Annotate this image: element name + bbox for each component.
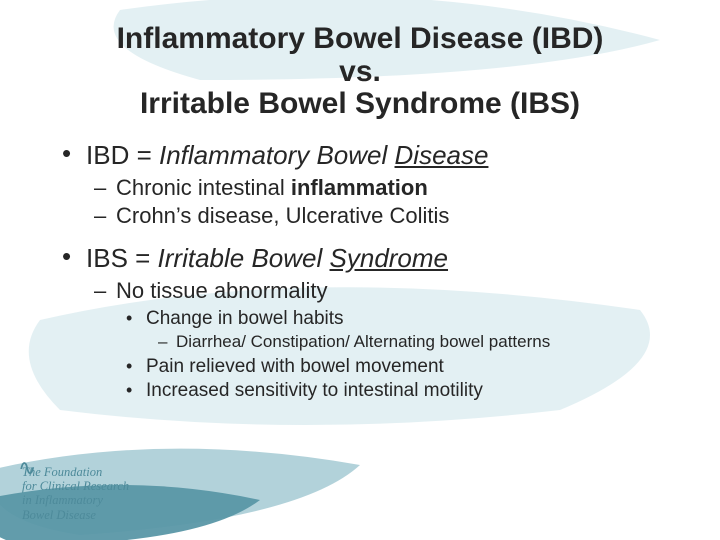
title-vs: vs. [40,55,680,90]
slide-title: Inflammatory Bowel Disease (IBD) vs. Irr… [40,22,680,122]
bullet-ibs: IBS = Irritable Bowel Syndrome No tissue… [86,243,680,402]
footer-line-4: Bowel Disease [22,508,129,522]
ibd-sub-1: Chronic intestinal inflammation [116,175,680,201]
ibs-sub-1a-i: Diarrhea/ Constipation/ Alternating bowe… [176,332,680,352]
ibs-sub-1: No tissue abnormality Change in bowel ha… [116,278,680,402]
ibs-sub-1c: Increased sensitivity to intestinal moti… [146,380,680,402]
slide-content: Inflammatory Bowel Disease (IBD) vs. Irr… [0,0,720,402]
ibs-sub-1b: Pain relieved with bowel movement [146,356,680,378]
ibd-sublist: Chronic intestinal inflammation Crohn’s … [86,175,680,229]
ibs-sub-1a: Change in bowel habits Diarrhea/ Constip… [146,308,680,352]
footer-line-2: for Clinical Research [22,479,129,493]
bullet-ibs-text: IBS = Irritable Bowel Syndrome [86,243,448,273]
footer-line-3: in Inflammatory [22,493,129,507]
title-line-1: Inflammatory Bowel Disease (IBD) [40,22,680,57]
ibd-sub-2: Crohn’s disease, Ulcerative Colitis [116,203,680,229]
bullet-ibd: IBD = Inflammatory Bowel Disease Chronic… [86,140,680,229]
ibs-sublist: No tissue abnormality Change in bowel ha… [86,278,680,402]
footer-line-1: The Foundation [22,465,129,479]
logo-swash-icon: ∿ [18,455,36,480]
title-line-2: Irritable Bowel Syndrome (IBS) [40,87,680,122]
bullet-ibd-text: IBD = Inflammatory Bowel Disease [86,140,488,170]
footer-logo: ∿ The Foundation for Clinical Research i… [22,465,129,523]
bullet-list: IBD = Inflammatory Bowel Disease Chronic… [40,140,680,402]
ibs-sub-1a-list: Diarrhea/ Constipation/ Alternating bowe… [146,332,680,352]
ibs-sub-1-list: Change in bowel habits Diarrhea/ Constip… [116,308,680,402]
